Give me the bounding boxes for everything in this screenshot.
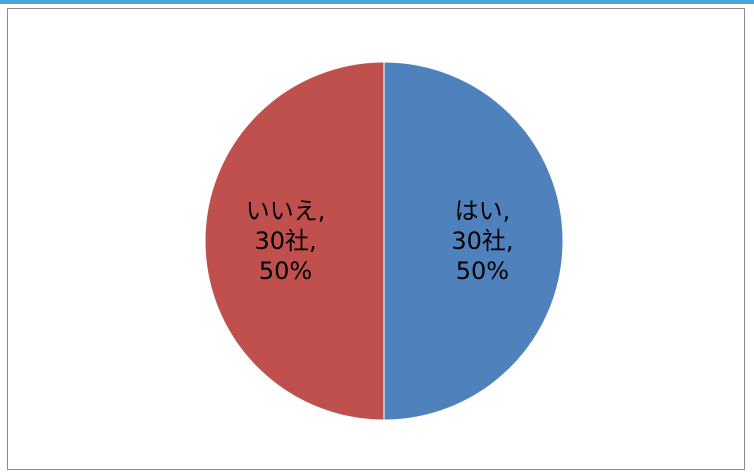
top-accent-bar (0, 0, 754, 4)
pie-chart: はい, 30社, 50%いいえ, 30社, 50% (204, 61, 564, 421)
pie-slice-0 (383, 61, 564, 421)
slice-label-line: 50% (456, 257, 509, 285)
pie-slices (204, 61, 564, 421)
slice-label-line: 50% (259, 257, 312, 285)
chart-area: はい, 30社, 50% いいえ, 30社, 50% (7, 8, 745, 470)
slice-data-label-1: いいえ, 30社, 50% (246, 197, 326, 285)
slice-data-label-0: はい, 30社, 50% (451, 197, 513, 285)
data-labels: はい, 30社, 50%いいえ, 30社, 50% (246, 197, 514, 285)
slice-label-line: 30社, (451, 227, 513, 255)
slice-label-line: はい, (455, 197, 511, 225)
slice-label-line: 30社, (254, 227, 316, 255)
slice-label-line: いいえ, (246, 197, 326, 225)
pie-slice-1 (204, 61, 385, 421)
